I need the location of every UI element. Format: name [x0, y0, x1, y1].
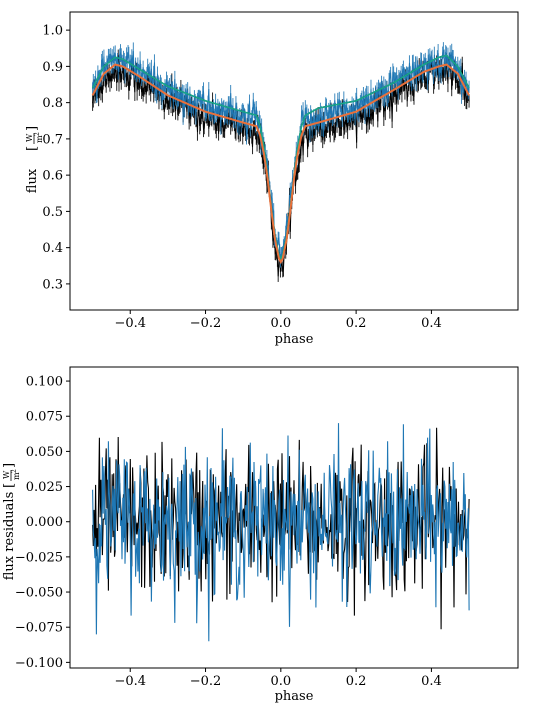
- flux-y-tick-label: 0.4: [42, 241, 63, 256]
- flux-x-tick-label: 0.2: [346, 316, 367, 331]
- flux-panel: −0.4 −0.2 0.0 0.2 0.4 0.3 0.4 0.5 0.6 0.7 0.8 0.9 1…: [25, 11, 519, 347]
- residuals-x-ticks: −0.4 −0.2 0.0 0.2 0.4: [114, 668, 442, 689]
- flux-y-axis-label-group: flux [ W m 2 ]: [25, 126, 44, 193]
- flux-axes-frame: [69, 11, 519, 311]
- flux-y-unit-denominator: m: [35, 135, 44, 143]
- flux-y-tick-label: 1.0: [42, 24, 63, 39]
- residuals-x-tick-label: 0.2: [346, 674, 367, 689]
- residuals-y-unit-bracket-close: ]: [2, 463, 17, 468]
- residuals-series-0-line: [92, 427, 470, 630]
- flux-x-tick-label: −0.4: [114, 316, 146, 331]
- residuals-y-tick-label: 0.050: [26, 445, 63, 460]
- residuals-y-unit-numerator: W: [2, 470, 11, 479]
- flux-x-axis-label: phase: [275, 332, 314, 347]
- flux-x-tick-label: 0.0: [270, 316, 291, 331]
- residuals-y-tick-label: −0.050: [15, 586, 63, 601]
- residuals-y-ticks: −0.100 −0.075 −0.050 −0.025 0.000 0.025 0.050 0…: [15, 375, 70, 671]
- residuals-x-axis-label: phase: [275, 689, 314, 704]
- residuals-y-tick-label: −0.075: [15, 621, 63, 636]
- flux-y-tick-label: 0.6: [42, 169, 63, 184]
- residuals-y-unit-bracket-open: [: [2, 483, 17, 488]
- residuals-x-tick-label: −0.2: [190, 674, 222, 689]
- flux-y-tick-label: 0.9: [42, 60, 63, 75]
- flux-y-unit-bracket-close: ]: [25, 126, 40, 131]
- flux-y-tick-label: 0.3: [42, 277, 63, 292]
- flux-y-unit-numerator: W: [25, 133, 34, 142]
- flux-data-marks: [91, 42, 470, 282]
- residuals-y-axis-label-group: flux residuals [ W m 2 ]: [2, 463, 21, 580]
- flux-y-axis-label: flux: [25, 168, 40, 193]
- residuals-y-tick-label: −0.025: [15, 550, 63, 565]
- residuals-y-unit-denominator: m: [12, 472, 21, 480]
- flux-y-tick-label: 0.7: [42, 132, 63, 147]
- flux-model-teal: [91, 54, 470, 261]
- residuals-x-tick-label: 0.4: [421, 674, 442, 689]
- residuals-panel: −0.4 −0.2 0.0 0.2 0.4 −0.100 −0.075 −0.050 −0.0…: [2, 366, 519, 704]
- flux-y-unit-bracket-open: [: [25, 146, 40, 151]
- flux-x-tick-label: −0.2: [190, 316, 222, 331]
- residuals-data-marks: [92, 423, 470, 642]
- residuals-y-unit-exponent: 2: [11, 469, 18, 473]
- residuals-series-1-line: [92, 423, 470, 642]
- flux-x-tick-label: 0.4: [421, 316, 442, 331]
- flux-y-unit-exponent: 2: [34, 132, 41, 136]
- residuals-y-tick-label: 0.100: [26, 375, 63, 390]
- residuals-axes-frame: [69, 366, 519, 669]
- residuals-y-tick-label: −0.100: [15, 656, 63, 671]
- flux-model-orange: [91, 63, 470, 265]
- flux-y-ticks: 0.3 0.4 0.5 0.6 0.7 0.8 0.9 1.0: [42, 24, 70, 292]
- residuals-y-tick-label: 0.075: [26, 410, 63, 425]
- flux-y-tick-label: 0.5: [42, 205, 63, 220]
- flux-y-tick-label: 0.8: [42, 96, 63, 111]
- residuals-y-tick-label: 0.025: [26, 480, 63, 495]
- residuals-y-tick-label: 0.000: [26, 515, 63, 530]
- flux-x-ticks: −0.4 −0.2 0.0 0.2 0.4: [114, 310, 442, 331]
- residuals-x-tick-label: 0.0: [270, 674, 291, 689]
- residuals-x-tick-label: −0.4: [114, 674, 146, 689]
- residuals-y-axis-label: flux residuals: [2, 492, 17, 581]
